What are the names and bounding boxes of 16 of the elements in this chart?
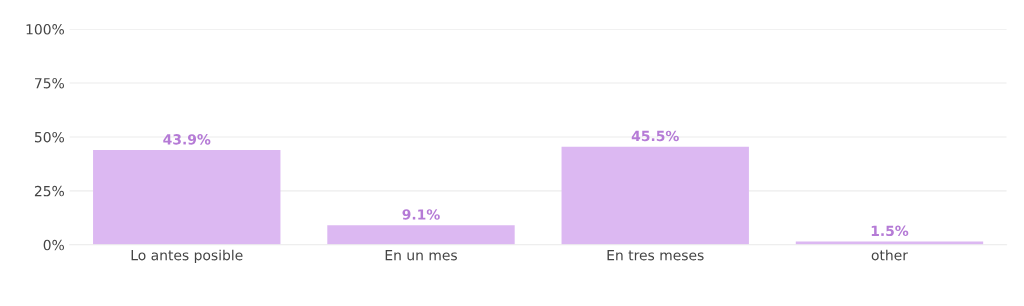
data-label: 1.5%	[871, 225, 909, 237]
y-tick-label: 0%	[43, 239, 64, 251]
data-label: 9.1%	[402, 209, 440, 220]
y-tick-label: 50%	[34, 131, 64, 143]
bar	[327, 225, 515, 245]
x-tick-label: other	[871, 249, 908, 261]
x-tick-label: Lo antes posible	[131, 249, 243, 264]
data-label: 45.5%	[631, 130, 679, 142]
x-tick-label: En tres meses	[607, 250, 704, 261]
data-label: 43.9%	[163, 134, 211, 145]
y-tick-label: 25%	[34, 185, 64, 197]
y-tick-label: 75%	[35, 77, 64, 89]
bar	[561, 146, 749, 245]
x-tick-label: En un mes	[385, 250, 457, 261]
bar	[93, 150, 281, 245]
y-tick-label: 100%	[26, 24, 64, 35]
